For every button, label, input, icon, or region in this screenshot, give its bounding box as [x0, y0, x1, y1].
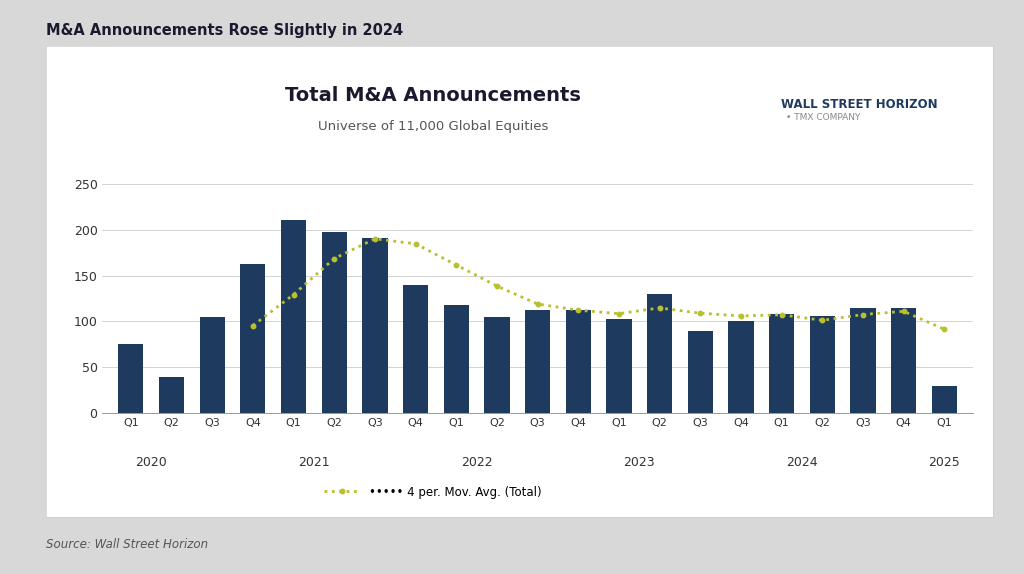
Text: 2025: 2025: [929, 456, 961, 468]
Bar: [891, 308, 916, 413]
Bar: [525, 309, 550, 413]
Bar: [118, 344, 143, 413]
Bar: [281, 220, 306, 413]
Text: Source: Wall Street Horizon: Source: Wall Street Horizon: [46, 538, 208, 551]
Bar: [769, 314, 795, 413]
Bar: [200, 317, 225, 413]
Bar: [403, 285, 428, 413]
Bar: [932, 386, 957, 413]
Legend: ••••• 4 per. Mov. Avg. (Total): ••••• 4 per. Mov. Avg. (Total): [319, 481, 547, 503]
Bar: [606, 319, 632, 413]
Bar: [241, 265, 265, 413]
Text: 2024: 2024: [786, 456, 818, 468]
Text: M&A Announcements Rose Slightly in 2024: M&A Announcements Rose Slightly in 2024: [46, 23, 403, 38]
Text: • TMX COMPANY: • TMX COMPANY: [786, 113, 861, 122]
Text: WALL STREET HORIZON: WALL STREET HORIZON: [781, 98, 938, 111]
Bar: [443, 305, 469, 413]
Bar: [565, 309, 591, 413]
Bar: [850, 308, 876, 413]
Text: Universe of 11,000 Global Equities: Universe of 11,000 Global Equities: [318, 120, 548, 133]
Bar: [728, 320, 754, 413]
Bar: [484, 317, 510, 413]
Bar: [322, 232, 347, 413]
Bar: [810, 316, 835, 413]
Text: 2021: 2021: [298, 456, 330, 468]
Text: 2022: 2022: [461, 456, 493, 468]
Bar: [688, 331, 713, 413]
Bar: [159, 377, 184, 413]
Bar: [362, 238, 387, 413]
Bar: [647, 294, 672, 413]
Text: 2020: 2020: [135, 456, 167, 468]
Text: 2023: 2023: [624, 456, 655, 468]
Text: Total M&A Announcements: Total M&A Announcements: [286, 86, 581, 105]
